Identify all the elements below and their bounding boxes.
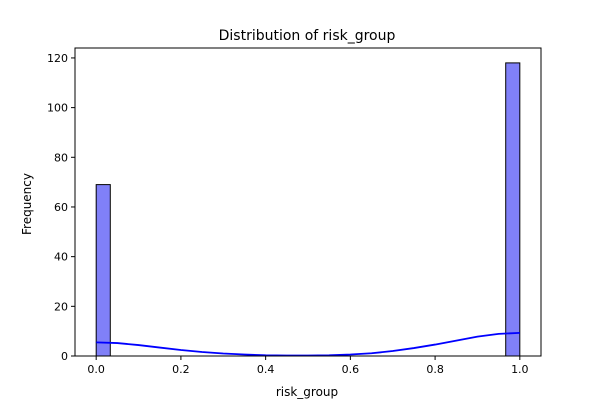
x-tick-label: 0.0 <box>87 363 105 376</box>
chart-title: Distribution of risk_group <box>219 28 396 44</box>
histogram-bar <box>95 184 111 357</box>
kde-curve <box>96 332 520 357</box>
y-axis-label: Frequency <box>20 173 34 235</box>
histogram-bar <box>505 62 521 357</box>
kde-layer <box>96 332 520 357</box>
y-tick-label: 80 <box>54 151 68 164</box>
bars-layer <box>95 62 521 357</box>
x-tick-label: 0.6 <box>342 363 360 376</box>
x-tick-label: 1.0 <box>511 363 529 376</box>
y-tick-label: 20 <box>54 300 68 313</box>
y-tick-label: 0 <box>61 350 68 363</box>
x-tick-label: 0.4 <box>257 363 275 376</box>
plot-frame <box>74 47 542 357</box>
y-tick-label: 60 <box>54 201 68 214</box>
y-tick-label: 40 <box>54 251 68 264</box>
y-tick-label: 100 <box>47 102 68 115</box>
x-axis-label: risk_group <box>276 385 338 399</box>
x-tick-label: 0.2 <box>172 363 190 376</box>
axes-layer: 0.0 0.2 0.4 0.6 0.8 1.0 0 20 40 60 80 100 120 <box>47 47 542 376</box>
y-tick-label: 120 <box>47 52 68 65</box>
x-tick-label: 0.8 <box>426 363 444 376</box>
